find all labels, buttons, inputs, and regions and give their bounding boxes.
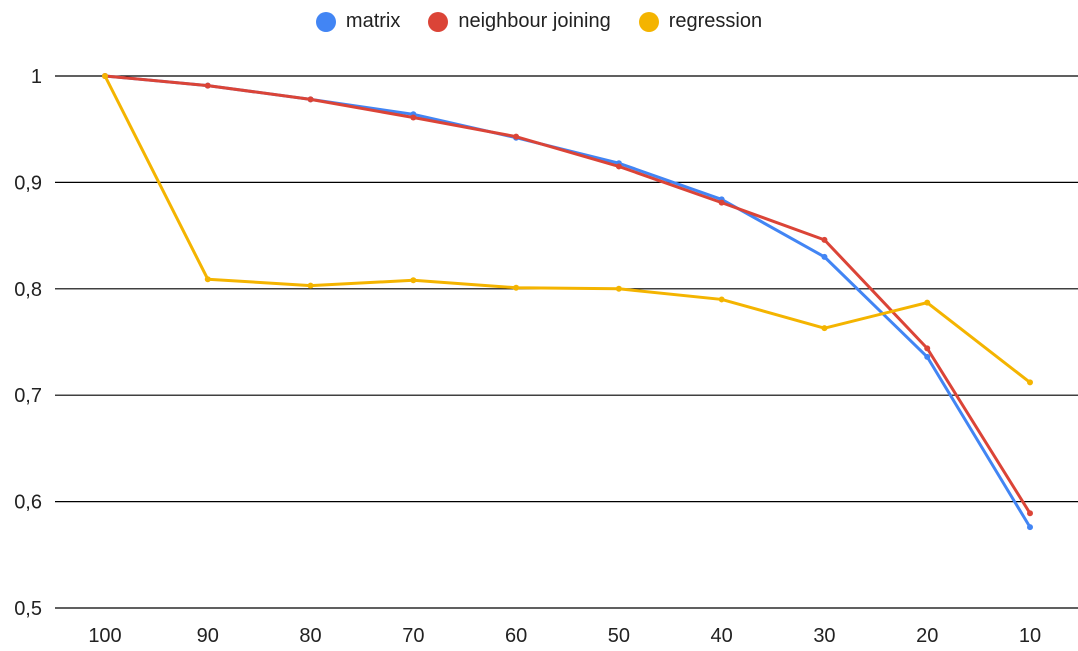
- x-tick-label: 50: [608, 625, 630, 647]
- data-point-neighbour-joining: [1027, 510, 1033, 517]
- y-tick-label: 1: [31, 66, 42, 88]
- x-tick-label: 40: [711, 625, 733, 647]
- legend-swatch: [428, 11, 449, 32]
- legend-item-regression: regression: [638, 10, 763, 33]
- x-tick-label: 30: [813, 625, 835, 647]
- y-axis-tick-labels: 0,5 0,6 0,7 0,8 0,9 1: [14, 66, 42, 620]
- series-line-matrix: [104, 74, 1032, 528]
- data-point-neighbour-joining: [307, 96, 314, 103]
- data-point-neighbour-joining: [204, 82, 211, 89]
- x-tick-label: 90: [197, 625, 219, 647]
- chart-legend: matrix neighbour joining regression: [0, 10, 1078, 33]
- data-point-regression: [307, 282, 314, 289]
- data-point-regression: [410, 277, 417, 284]
- y-tick-label: 0,9: [14, 172, 42, 194]
- y-tick-label: 0,6: [14, 492, 42, 514]
- series-line-neighbour-joining: [104, 74, 1032, 515]
- data-point-neighbour-joining: [924, 345, 931, 352]
- gridlines: [55, 75, 1078, 609]
- series-lines: [102, 73, 1033, 531]
- series-neighbour-joining: [102, 73, 1033, 517]
- series-line-regression: [103, 75, 1031, 384]
- data-point-regression: [615, 285, 622, 292]
- series-regression: [102, 73, 1033, 386]
- data-point-regression: [718, 296, 725, 303]
- x-axis-tick-labels: 100 90 80 70 60 50 40 30 20 10: [88, 625, 1041, 647]
- x-tick-label: 60: [505, 625, 527, 647]
- data-point-neighbour-joining: [718, 199, 725, 206]
- legend-label: regression: [668, 10, 763, 32]
- legend-label: matrix: [345, 10, 401, 32]
- data-point-matrix: [924, 353, 931, 360]
- x-tick-label: 70: [402, 625, 424, 647]
- legend-item-neighbour-joining: neighbour joining: [428, 10, 611, 33]
- data-point-regression: [513, 284, 520, 291]
- data-point-neighbour-joining: [615, 163, 622, 170]
- data-point-neighbour-joining: [821, 236, 828, 243]
- x-tick-label: 20: [916, 625, 938, 647]
- data-point-regression: [1027, 379, 1033, 386]
- data-point-regression: [924, 299, 931, 306]
- legend-swatch: [315, 11, 336, 32]
- data-point-matrix: [1027, 524, 1033, 531]
- x-tick-label: 80: [299, 625, 321, 647]
- y-tick-label: 0,8: [14, 279, 42, 301]
- y-tick-label: 0,7: [14, 385, 42, 407]
- data-point-matrix: [821, 253, 828, 260]
- data-point-regression: [821, 325, 828, 332]
- series-matrix: [102, 73, 1033, 531]
- legend-swatch: [638, 11, 659, 32]
- y-tick-label: 0,5: [14, 598, 42, 620]
- x-tick-label: 100: [88, 625, 121, 647]
- data-point-neighbour-joining: [410, 114, 417, 121]
- legend-item-matrix: matrix: [315, 10, 401, 33]
- x-tick-label: 10: [1019, 625, 1041, 647]
- legend-label: neighbour joining: [458, 10, 611, 32]
- data-point-regression: [102, 73, 108, 79]
- data-point-regression: [204, 276, 211, 283]
- data-point-neighbour-joining: [513, 133, 520, 140]
